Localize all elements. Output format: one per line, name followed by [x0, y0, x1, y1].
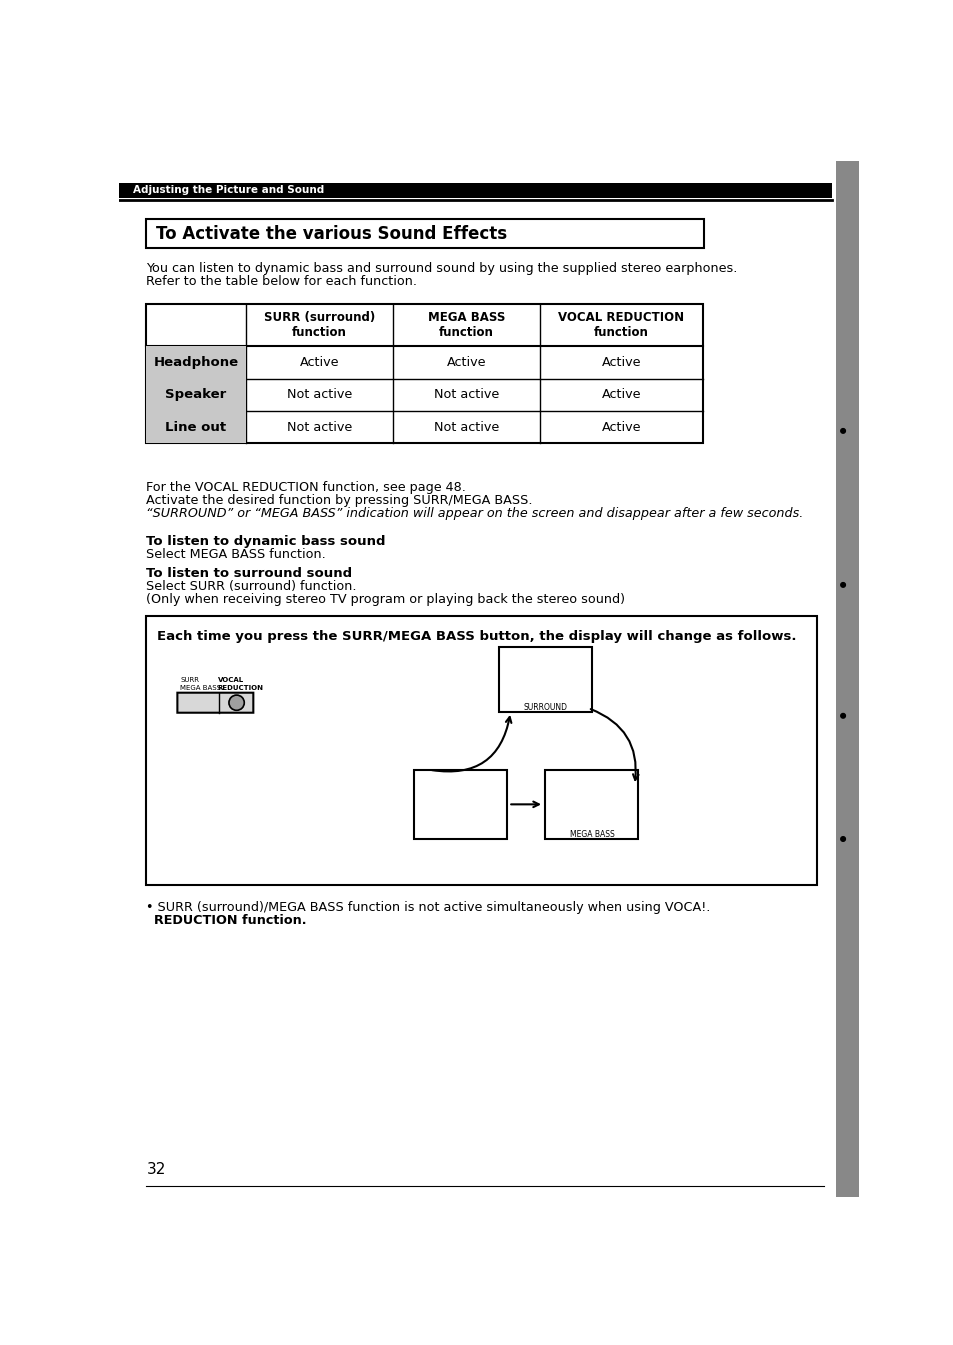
Bar — [146, 219, 703, 249]
Text: For the VOCAL REDUCTION function, see page 48.: For the VOCAL REDUCTION function, see pa… — [146, 482, 466, 494]
Text: Active: Active — [601, 389, 640, 401]
Text: Active: Active — [601, 421, 640, 433]
Text: Not active: Not active — [434, 389, 498, 401]
Bar — [545, 769, 638, 839]
Text: You can listen to dynamic bass and surround sound by using the supplied stereo e: You can listen to dynamic bass and surro… — [146, 261, 737, 274]
Text: Adjusting the Picture and Sound: Adjusting the Picture and Sound — [133, 184, 324, 195]
Text: Select SURR (surround) function.: Select SURR (surround) function. — [146, 580, 356, 593]
Text: Activate the desired function by pressing SURR/MEGA BASS.: Activate the desired function by pressin… — [146, 494, 533, 507]
Text: Speaker: Speaker — [165, 389, 227, 401]
Text: Line out: Line out — [165, 421, 226, 433]
Text: To Activate the various Sound Effects: To Activate the various Sound Effects — [155, 226, 506, 243]
Text: Not active: Not active — [286, 421, 352, 433]
Circle shape — [840, 582, 844, 588]
Bar — [146, 410, 245, 444]
Text: SURR
MEGA BASS: SURR MEGA BASS — [180, 678, 221, 691]
Bar — [146, 378, 245, 410]
Text: To listen to surround sound: To listen to surround sound — [146, 568, 352, 580]
Text: REDUCTION function.: REDUCTION function. — [154, 915, 306, 928]
Circle shape — [840, 429, 844, 433]
Text: Refer to the table below for each function.: Refer to the table below for each functi… — [146, 274, 417, 288]
Text: Active: Active — [601, 356, 640, 369]
Bar — [119, 183, 831, 198]
Text: Each time you press the SURR/MEGA BASS button, the display will change as follow: Each time you press the SURR/MEGA BASS b… — [157, 629, 796, 643]
Text: Active: Active — [299, 356, 338, 369]
Text: Active: Active — [446, 356, 486, 369]
Text: “SURROUND” or “MEGA BASS” indication will appear on the screen and disappear aft: “SURROUND” or “MEGA BASS” indication wil… — [146, 507, 802, 521]
Text: Select MEGA BASS function.: Select MEGA BASS function. — [146, 547, 326, 561]
Bar — [835, 161, 858, 1197]
Text: To listen to dynamic bass sound: To listen to dynamic bass sound — [146, 535, 385, 547]
Text: Not active: Not active — [434, 421, 498, 433]
Bar — [146, 346, 245, 378]
Text: MEGA BASS
function: MEGA BASS function — [427, 311, 504, 339]
Text: (Only when receiving stereo TV program or playing back the stereo sound): (Only when receiving stereo TV program o… — [146, 593, 625, 607]
Text: MEGA BASS: MEGA BASS — [569, 830, 614, 839]
FancyBboxPatch shape — [177, 693, 253, 713]
Circle shape — [229, 695, 244, 710]
Text: • SURR (surround)/MEGA BASS function is not active simultaneously when using VOC: • SURR (surround)/MEGA BASS function is … — [146, 901, 710, 913]
Text: Not active: Not active — [286, 389, 352, 401]
Bar — [414, 769, 506, 839]
Text: VOCAL REDUCTION
function: VOCAL REDUCTION function — [558, 311, 684, 339]
Text: Headphone: Headphone — [153, 356, 238, 369]
Text: 32: 32 — [146, 1162, 166, 1177]
Bar — [146, 616, 816, 885]
Bar — [498, 647, 592, 712]
Text: SURR (surround)
function: SURR (surround) function — [263, 311, 375, 339]
Circle shape — [840, 713, 844, 718]
Text: SURROUND: SURROUND — [523, 702, 567, 712]
Bar — [146, 304, 702, 444]
Circle shape — [840, 837, 844, 842]
Text: VOCAL
REDUCTION: VOCAL REDUCTION — [217, 678, 263, 691]
